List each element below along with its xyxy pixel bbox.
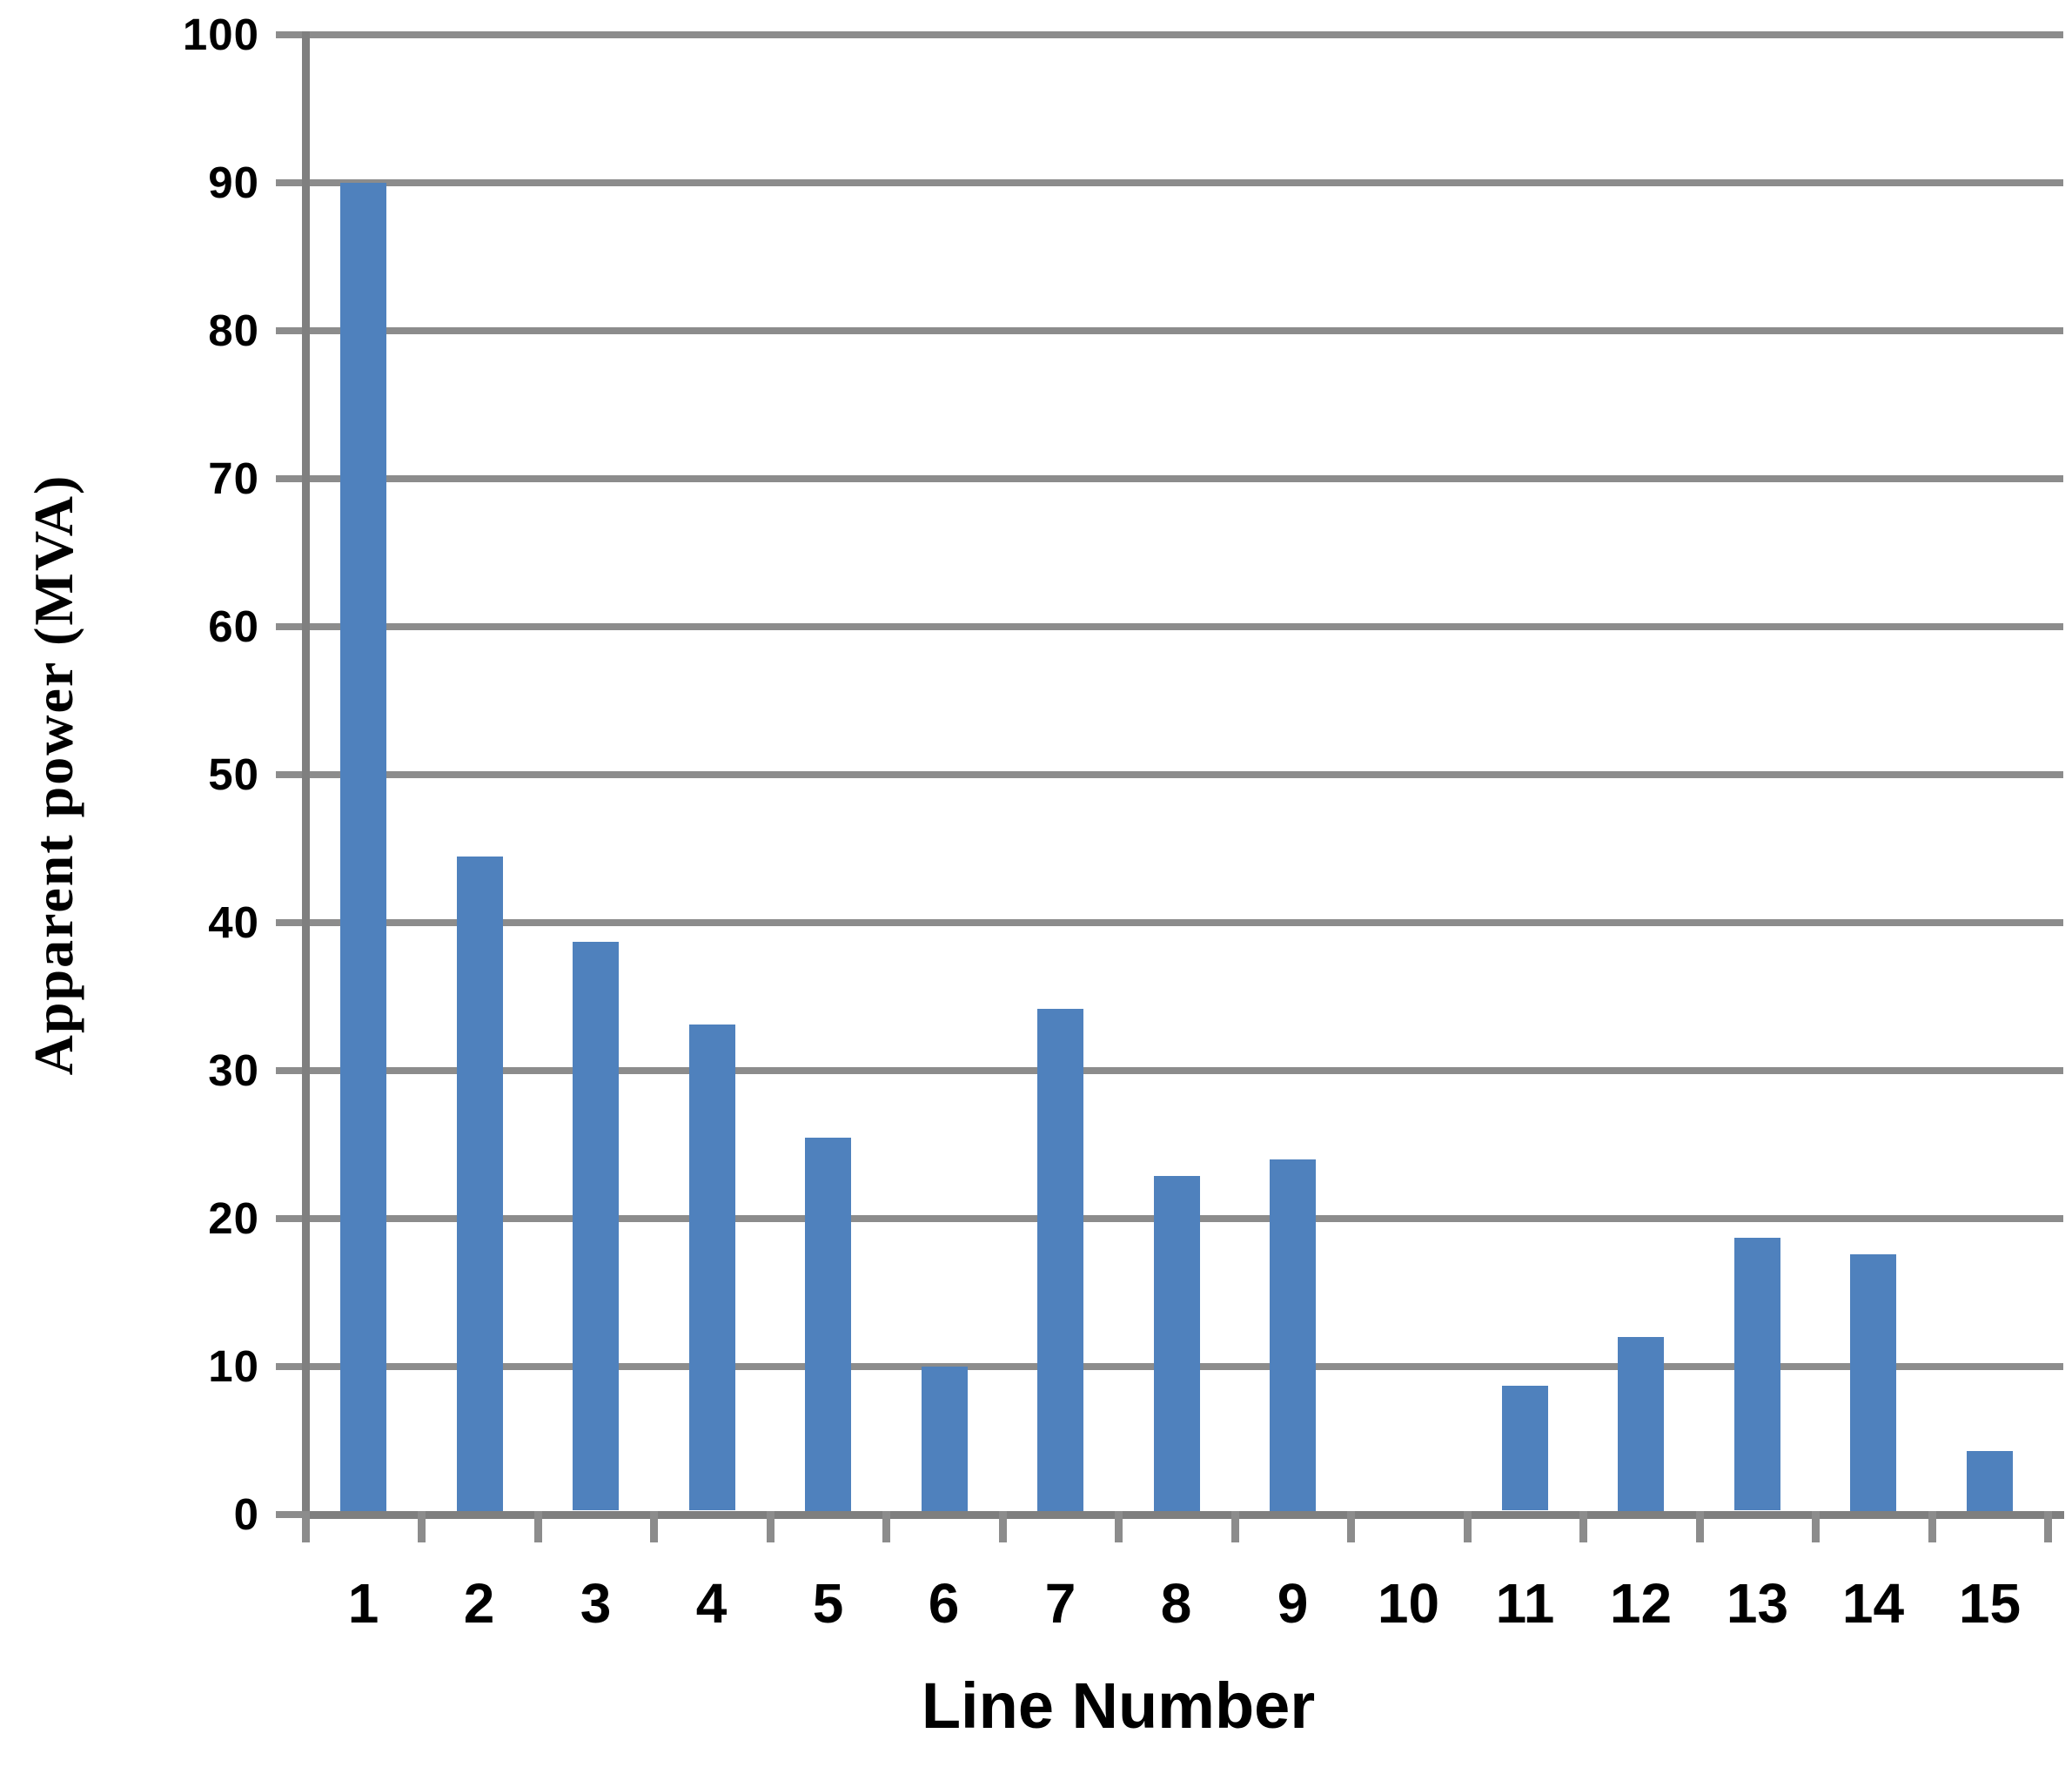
y-tick-50 (276, 771, 302, 778)
bar-line-4 (689, 1025, 735, 1510)
x-axis-line (302, 1511, 2064, 1519)
x-tick-label-13: 13 (1726, 1572, 1789, 1635)
x-tick-label-14: 14 (1841, 1572, 1905, 1635)
x-tick-12 (1696, 1511, 1704, 1542)
x-tick-label-9: 9 (1277, 1572, 1309, 1635)
x-tick-13 (1812, 1511, 1820, 1542)
y-tick-80 (276, 327, 302, 334)
y-tick-0 (276, 1511, 302, 1518)
bar-line-8 (1154, 1176, 1200, 1511)
bar-line-13 (1734, 1238, 1780, 1510)
gridline-100 (302, 31, 2063, 38)
x-tick-14 (1928, 1511, 1936, 1542)
y-tick-60 (276, 623, 302, 630)
bar-line-6 (922, 1367, 968, 1511)
x-tick-label-6: 6 (928, 1572, 960, 1635)
bar-line-12 (1618, 1337, 1664, 1511)
x-tick-11 (1579, 1511, 1587, 1542)
gridline-30 (302, 1067, 2063, 1074)
x-tick-2 (534, 1511, 542, 1542)
gridline-90 (302, 179, 2063, 186)
bar-line-1 (340, 183, 386, 1511)
bar-line-9 (1270, 1159, 1316, 1511)
x-tick-label-15: 15 (1958, 1572, 2022, 1635)
y-tick-100 (276, 31, 302, 38)
y-tick-40 (276, 919, 302, 926)
y-tick-label-80: 80 (208, 306, 259, 355)
y-tick-90 (276, 179, 302, 186)
y-tick-label-90: 90 (208, 158, 259, 207)
x-tick-4 (767, 1511, 774, 1542)
x-tick-label-4: 4 (695, 1572, 728, 1635)
x-tick-label-8: 8 (1160, 1572, 1192, 1635)
x-tick-15 (2044, 1511, 2052, 1542)
x-tick-8 (1231, 1511, 1239, 1542)
y-tick-label-70: 70 (208, 454, 259, 503)
gridline-50 (302, 771, 2063, 778)
bar-line-5 (805, 1138, 851, 1511)
x-axis-title: Line Number (921, 1670, 1316, 1742)
x-tick-label-5: 5 (812, 1572, 844, 1635)
bar-line-11 (1502, 1386, 1548, 1510)
x-tick-1 (418, 1511, 426, 1542)
y-tick-20 (276, 1215, 302, 1222)
y-tick-label-30: 30 (208, 1045, 259, 1095)
x-tick-label-3: 3 (580, 1572, 612, 1635)
x-tick-3 (650, 1511, 658, 1542)
y-tick-label-100: 100 (182, 10, 259, 59)
x-tick-label-2: 2 (463, 1572, 495, 1635)
x-tick-10 (1464, 1511, 1472, 1542)
y-tick-label-20: 20 (208, 1193, 259, 1243)
bar-line-3 (573, 942, 619, 1510)
x-tick-5 (882, 1511, 890, 1542)
x-tick-0 (302, 1511, 310, 1542)
x-tick-label-7: 7 (1044, 1572, 1076, 1635)
y-tick-label-40: 40 (208, 897, 259, 947)
x-tick-label-1: 1 (347, 1572, 379, 1635)
gridline-40 (302, 919, 2063, 926)
x-tick-label-10: 10 (1377, 1572, 1440, 1635)
gridline-70 (302, 475, 2063, 482)
bar-line-2 (457, 857, 503, 1511)
bar-line-14 (1850, 1254, 1896, 1511)
gridline-60 (302, 623, 2063, 630)
bar-line-7 (1037, 1009, 1083, 1511)
y-tick-70 (276, 475, 302, 482)
x-tick-6 (999, 1511, 1007, 1542)
y-axis-line (302, 31, 310, 1538)
x-tick-7 (1115, 1511, 1123, 1542)
y-tick-label-0: 0 (233, 1489, 259, 1539)
bar-line-15 (1967, 1451, 2013, 1511)
x-tick-label-12: 12 (1609, 1572, 1673, 1635)
y-tick-label-60: 60 (208, 601, 259, 651)
y-tick-30 (276, 1067, 302, 1074)
y-tick-label-50: 50 (208, 749, 259, 799)
gridline-80 (302, 327, 2063, 334)
x-tick-label-11: 11 (1495, 1572, 1555, 1635)
y-tick-label-10: 10 (208, 1341, 259, 1391)
x-tick-9 (1347, 1511, 1355, 1542)
y-tick-10 (276, 1363, 302, 1370)
